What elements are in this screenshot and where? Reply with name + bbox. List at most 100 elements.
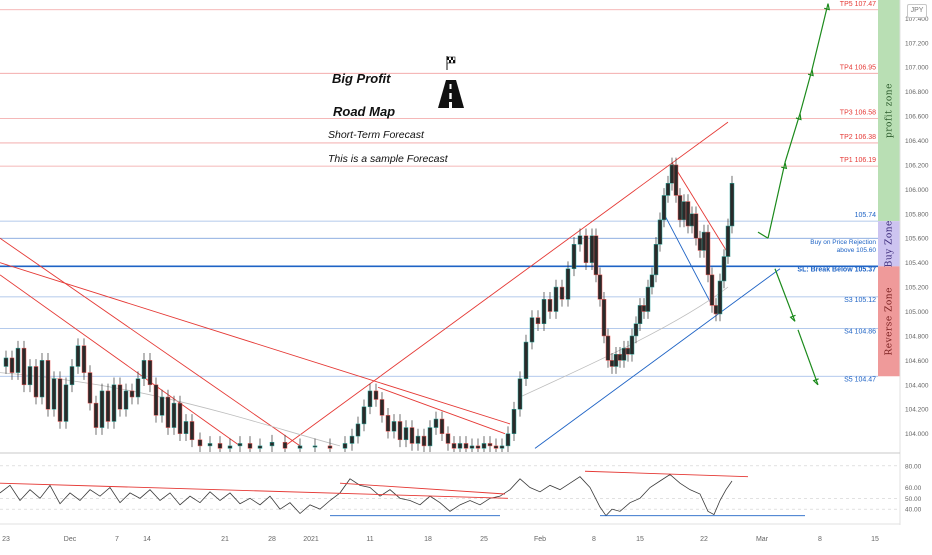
candle-body — [312, 445, 318, 448]
level-label: S3 105.12 — [844, 297, 876, 304]
candle-body — [641, 305, 647, 312]
y-tick-label: 106.800 — [905, 89, 929, 96]
candle-body — [373, 390, 379, 400]
forecast-arrow-up-head — [824, 3, 831, 11]
level-label: TP3 106.58 — [840, 109, 876, 116]
candle-body — [505, 433, 511, 447]
candle-body — [721, 256, 727, 282]
candle-body — [529, 317, 535, 343]
forecast-path — [757, 231, 769, 239]
candle-body — [69, 366, 75, 386]
candle-body — [605, 335, 611, 361]
candle-body — [729, 182, 735, 227]
candle-body — [367, 390, 373, 408]
y-tick-label: 106.200 — [905, 162, 929, 169]
forecast-arrow-up-head — [795, 113, 802, 121]
forecast-arrow-up — [767, 162, 786, 239]
candle-body — [609, 360, 615, 367]
rsi-tick-label: 50.00 — [905, 496, 922, 503]
candle-body — [99, 390, 105, 428]
y-tick-label: 107.200 — [905, 40, 929, 47]
profit-zone-label: profit zone — [885, 83, 895, 138]
candle-body — [629, 335, 635, 355]
candle-body — [171, 402, 177, 428]
annotation-note: This is a sample Forecast — [328, 153, 449, 165]
candle-body — [597, 274, 603, 300]
annotation-subtitle: Short-Term Forecast — [328, 129, 425, 141]
x-tick-label: 15 — [636, 536, 644, 543]
resistance-trendline — [284, 121, 729, 447]
candle-body — [361, 406, 367, 425]
candle-body — [147, 360, 153, 386]
y-tick-label: 107.000 — [905, 65, 929, 72]
y-tick-label: 104.800 — [905, 333, 929, 340]
forecast-arrow-up-head — [807, 69, 814, 77]
candle-body — [217, 443, 223, 449]
candle-body — [237, 443, 243, 447]
support-trendline — [663, 213, 713, 306]
resistance-trendline — [0, 274, 241, 447]
y-tick-label: 107.400 — [905, 16, 929, 23]
candle-body — [685, 201, 691, 227]
candle-body — [637, 305, 643, 324]
candle-body — [653, 244, 659, 276]
x-tick-label: 11 — [366, 536, 373, 543]
candle-body — [701, 231, 707, 251]
level-label: S5 104.47 — [844, 376, 876, 383]
candle-body — [421, 435, 427, 447]
candle-body — [39, 360, 45, 398]
forecast-arrow-up — [784, 113, 801, 163]
x-tick-label: 21 — [221, 536, 229, 543]
candle-body — [183, 421, 189, 434]
x-tick-label: 18 — [424, 536, 432, 543]
x-tick-label: 14 — [143, 536, 151, 543]
candle-body — [123, 390, 129, 410]
candle-body — [645, 286, 651, 312]
x-tick-label: Feb — [534, 536, 546, 543]
candle-body — [409, 427, 415, 444]
candle-body — [499, 445, 505, 449]
candle-body — [481, 443, 487, 449]
candle-body — [75, 345, 81, 367]
candle-body — [15, 347, 21, 373]
forecast-arrow-down-head — [812, 378, 819, 386]
candle-body — [391, 421, 397, 432]
candle-body — [617, 354, 623, 361]
candle-body — [177, 402, 183, 434]
y-tick-label: 104.200 — [905, 407, 929, 414]
candle-body — [63, 384, 69, 422]
rsi-line — [0, 474, 733, 517]
candle-body — [677, 195, 683, 221]
y-tick-label: 106.600 — [905, 114, 929, 121]
candle-body — [673, 164, 679, 196]
candle-body — [117, 384, 123, 410]
candle-body — [625, 347, 631, 355]
candle-body — [327, 445, 333, 449]
candle-body — [159, 396, 165, 416]
candle-body — [379, 399, 385, 416]
rsi-tick-label: 80.00 — [905, 463, 922, 470]
candle-body — [589, 235, 595, 263]
candle-body — [697, 237, 703, 251]
candle-body — [57, 378, 63, 422]
reverse-zone-band — [878, 266, 900, 377]
y-tick-label: 104.400 — [905, 382, 929, 389]
candle-body — [105, 390, 111, 422]
rsi-tick-label: 60.00 — [905, 485, 922, 492]
candle-body — [669, 164, 675, 184]
candle-body — [349, 435, 355, 444]
candle-body — [463, 443, 469, 449]
x-tick-label: 25 — [480, 536, 488, 543]
candle-body — [385, 415, 391, 432]
candle-body — [81, 345, 87, 373]
candle-body — [493, 445, 499, 449]
candle-body — [487, 443, 493, 447]
candle-body — [705, 231, 711, 276]
candle-body — [451, 443, 457, 449]
candle-body — [445, 433, 451, 444]
candle-body — [282, 441, 288, 449]
candle-body — [165, 396, 171, 428]
candle-body — [51, 378, 57, 410]
resistance-trendline — [671, 162, 731, 257]
